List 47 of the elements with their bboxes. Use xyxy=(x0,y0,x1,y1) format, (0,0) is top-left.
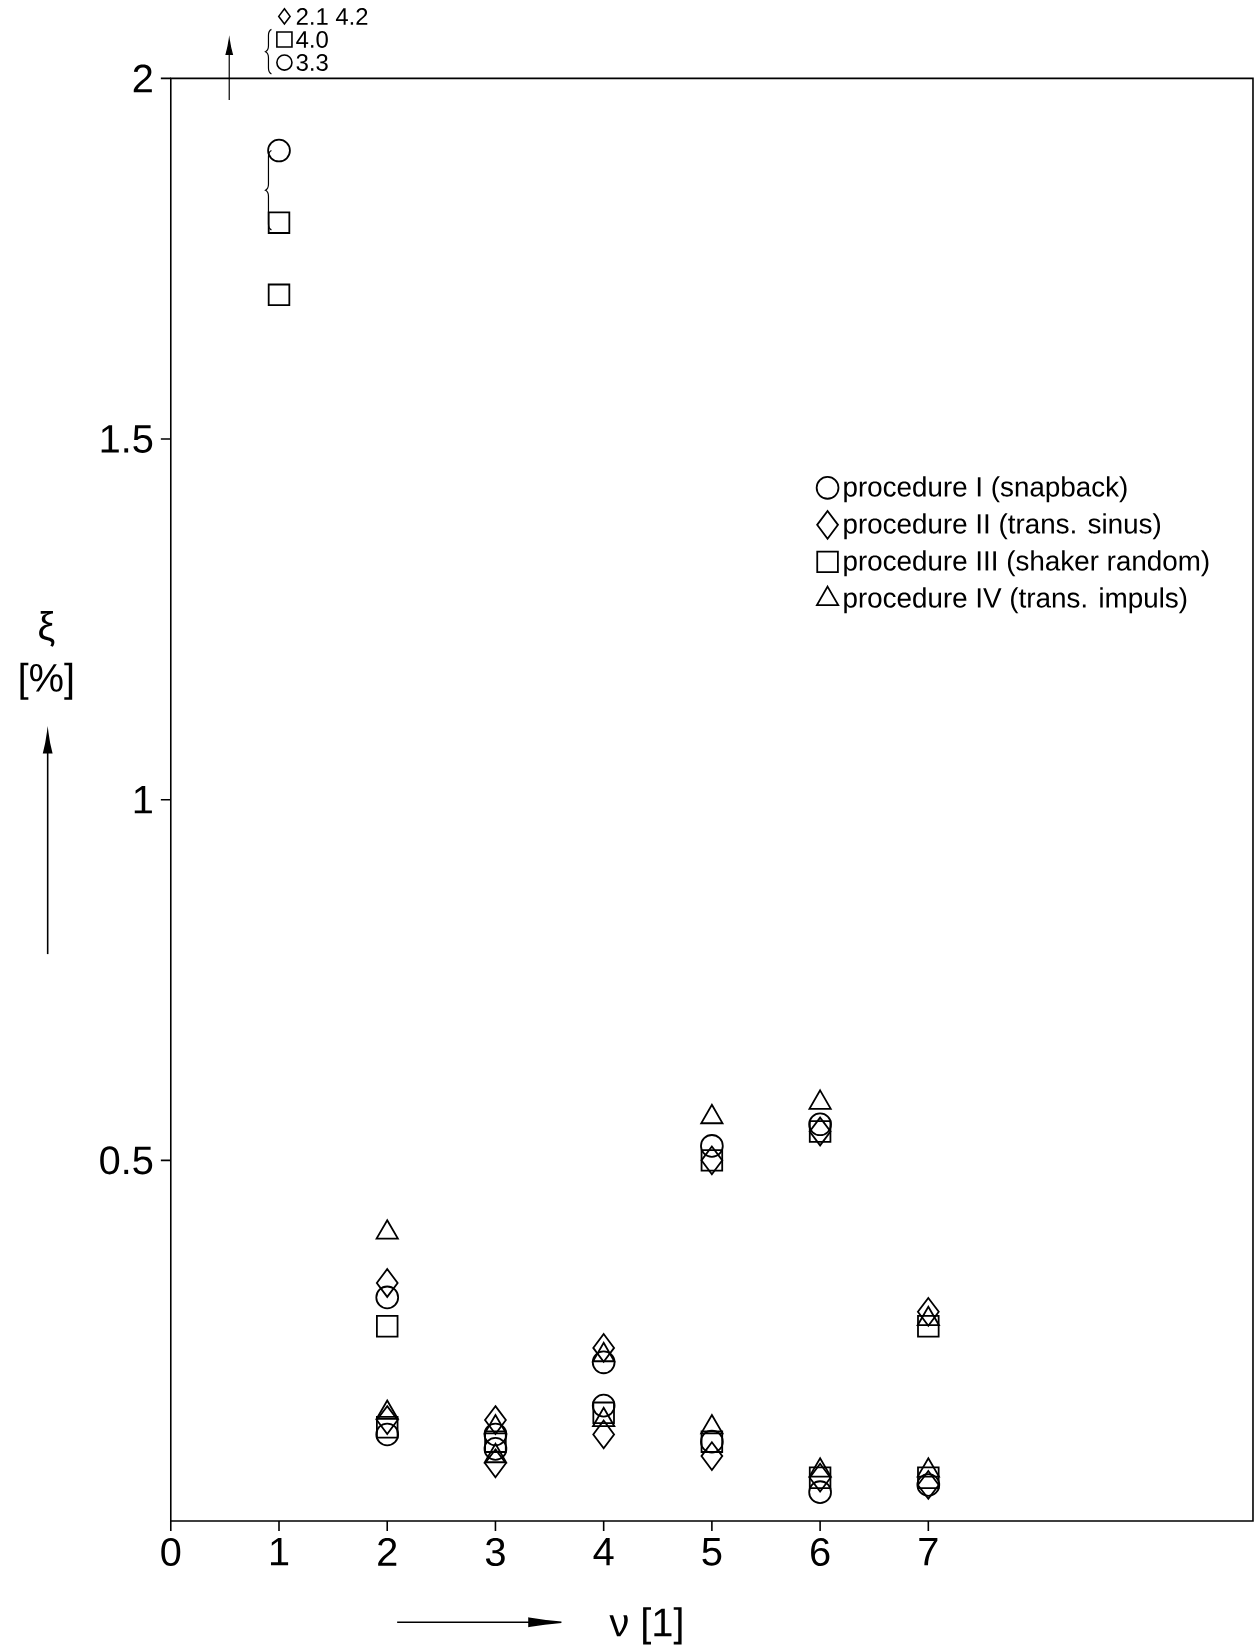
legend-label: procedure II (trans. sinus) xyxy=(844,513,1161,540)
x-tick-label: 2 xyxy=(378,1537,397,1566)
point xyxy=(483,1437,508,1461)
point xyxy=(808,1112,832,1137)
text: 4.0 xyxy=(296,31,328,48)
point xyxy=(591,1393,616,1418)
point xyxy=(376,1416,399,1439)
y-axis-title: ξ [%] xyxy=(20,611,73,700)
point xyxy=(592,1419,616,1450)
point xyxy=(592,1401,615,1425)
x-axis-title: ν [1] xyxy=(609,1607,682,1645)
point xyxy=(375,1268,399,1298)
point xyxy=(484,1430,507,1453)
x-tick-label: 3 xyxy=(485,1537,505,1567)
point xyxy=(700,1441,724,1471)
point xyxy=(917,1297,940,1327)
y-tick-label: 0.5 xyxy=(100,1146,153,1175)
point xyxy=(375,1285,400,1310)
legend-label: procedure III (shaker random) xyxy=(844,550,1209,577)
text: 3.3 xyxy=(296,54,328,71)
x-tick-label: 4 xyxy=(593,1537,614,1566)
point xyxy=(592,1333,616,1363)
y-tick-label: 1.5 xyxy=(101,425,153,453)
point xyxy=(375,1422,400,1447)
point xyxy=(483,1422,508,1447)
x-tick-label: 0 xyxy=(161,1537,181,1567)
point xyxy=(917,1315,940,1338)
text: 2.1 4.2 xyxy=(296,8,368,25)
point xyxy=(267,283,291,307)
x-tick-label: 5 xyxy=(702,1537,722,1566)
point xyxy=(375,1405,399,1435)
point xyxy=(267,138,291,163)
point xyxy=(917,1466,940,1489)
legend-label: procedure IV (trans. impuls) xyxy=(844,587,1187,614)
point xyxy=(376,1315,399,1338)
point xyxy=(484,1405,507,1435)
point xyxy=(700,1134,724,1158)
point xyxy=(808,1480,832,1504)
point xyxy=(267,211,291,234)
y-tick-label: 2 xyxy=(133,64,152,93)
legend-label: procedure I (snapback) xyxy=(844,476,1127,503)
x-tick-label: 1 xyxy=(271,1537,289,1566)
x-tick-label: 6 xyxy=(811,1537,830,1567)
point xyxy=(591,1350,616,1375)
y-tick-label: 1 xyxy=(134,786,152,814)
x-tick-label: 7 xyxy=(919,1537,938,1566)
point xyxy=(484,1448,507,1479)
